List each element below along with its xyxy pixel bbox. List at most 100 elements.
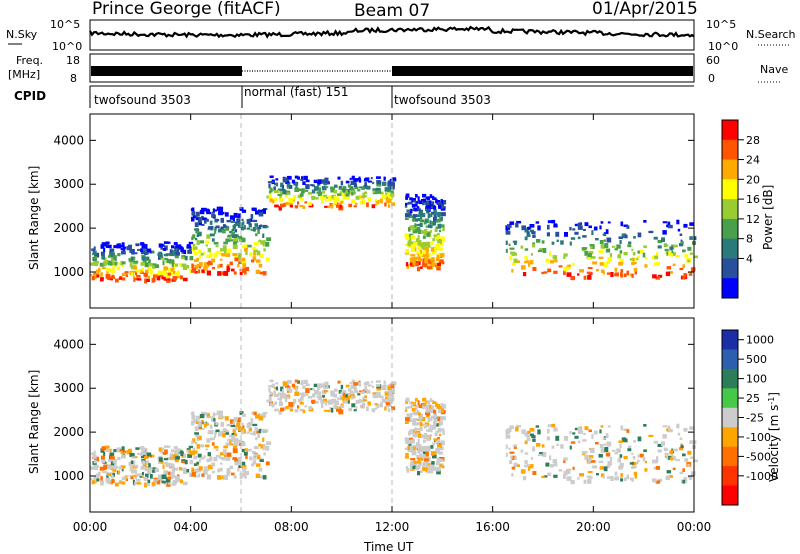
y-tick-label: 3000 xyxy=(53,177,84,191)
power-cell xyxy=(390,180,395,184)
colorbar-tick-label: -1000 xyxy=(746,470,778,483)
velocity-cell xyxy=(422,439,426,443)
velocity-cell xyxy=(225,430,230,433)
power-cell xyxy=(100,277,104,282)
velocity-cell xyxy=(412,418,418,422)
velocity-cell xyxy=(258,416,264,421)
velocity-cell xyxy=(196,439,200,441)
velocity-cell xyxy=(420,413,423,419)
velocity-cell xyxy=(413,446,416,451)
power-cell xyxy=(408,211,412,216)
velocity-cell xyxy=(438,451,443,455)
power-cell xyxy=(233,237,239,242)
velocity-cell xyxy=(128,462,131,466)
power-cell xyxy=(427,213,431,219)
power-cell xyxy=(372,188,376,191)
velocity-cell xyxy=(507,428,512,432)
velocity-cell xyxy=(324,381,329,386)
power-cell xyxy=(526,231,530,235)
velocity-cell xyxy=(370,381,373,384)
power-cell xyxy=(679,233,683,236)
velocity-cell xyxy=(421,416,426,422)
power-cell xyxy=(376,184,382,187)
power-cell xyxy=(147,266,151,271)
velocity-cell xyxy=(218,456,223,459)
power-cell xyxy=(362,200,366,205)
velocity-cell xyxy=(535,425,540,428)
power-cell xyxy=(546,232,550,237)
velocity-cell xyxy=(136,473,141,477)
power-cell xyxy=(285,202,289,206)
power-cell xyxy=(572,228,576,231)
power-cell xyxy=(172,276,177,281)
velocity-cell xyxy=(273,390,276,395)
power-cell xyxy=(213,253,218,258)
velocity-cell xyxy=(584,426,589,431)
velocity-cell xyxy=(390,396,395,401)
velocity-cell xyxy=(387,396,391,401)
power-cell xyxy=(249,252,253,257)
velocity-cell xyxy=(271,403,275,408)
velocity-cell xyxy=(549,455,552,461)
power-cell xyxy=(521,225,526,231)
power-cell xyxy=(508,243,511,246)
velocity-cell xyxy=(268,387,271,393)
power-cell xyxy=(242,263,246,268)
cpid-segment-1: twofsound 3503 xyxy=(94,93,191,107)
velocity-cell xyxy=(232,428,236,433)
power-cell xyxy=(226,268,230,273)
velocity-cell xyxy=(151,482,156,486)
velocity-cell xyxy=(583,432,586,435)
power-cell xyxy=(438,204,442,209)
power-cell xyxy=(327,205,331,209)
power-cell xyxy=(653,262,658,266)
velocity-cell xyxy=(259,459,264,462)
velocity-cell xyxy=(152,454,155,458)
power-cell xyxy=(586,271,592,274)
power-cell xyxy=(225,253,231,257)
power-cell xyxy=(623,251,628,256)
power-cell xyxy=(141,243,146,249)
velocity-cell xyxy=(219,462,223,465)
power-cell xyxy=(204,240,210,244)
power-cell xyxy=(433,234,437,237)
velocity-cell xyxy=(603,443,606,446)
power-cell xyxy=(119,245,125,248)
velocity-cell xyxy=(505,452,508,457)
velocity-cell xyxy=(435,439,439,444)
power-cell xyxy=(303,175,308,181)
power-cell xyxy=(199,209,205,215)
velocity-cell xyxy=(376,384,381,387)
velocity-cell xyxy=(120,452,126,455)
nsearch-tick-high: 10^5 xyxy=(706,18,736,31)
velocity-cell xyxy=(232,448,238,454)
velocity-cell xyxy=(429,398,433,403)
power-cell xyxy=(190,208,193,211)
power-cell xyxy=(415,238,419,242)
power-cell xyxy=(195,229,200,234)
velocity-cell xyxy=(244,448,248,453)
velocity-cell xyxy=(182,460,187,464)
power-cell xyxy=(547,268,552,273)
power-cell xyxy=(427,266,432,270)
colorbar-tick-label: 100 xyxy=(746,373,767,386)
velocity-cell xyxy=(434,423,439,427)
velocity-cell xyxy=(258,428,262,434)
power-cell xyxy=(386,187,391,191)
velocity-cell xyxy=(225,442,230,446)
velocity-cell xyxy=(614,471,618,476)
power-cell xyxy=(664,244,669,247)
velocity-cell xyxy=(513,444,517,449)
power-cell xyxy=(195,211,200,217)
power-cell xyxy=(222,245,227,250)
velocity-cell xyxy=(526,435,530,439)
power-cell xyxy=(215,250,221,254)
power-cell xyxy=(215,245,219,248)
power-cell xyxy=(249,218,253,222)
velocity-cell xyxy=(244,470,250,475)
power-cell xyxy=(424,218,430,222)
power-cell xyxy=(263,248,266,252)
velocity-cell xyxy=(111,475,114,479)
power-cell xyxy=(195,264,198,270)
power-cell xyxy=(441,207,446,210)
